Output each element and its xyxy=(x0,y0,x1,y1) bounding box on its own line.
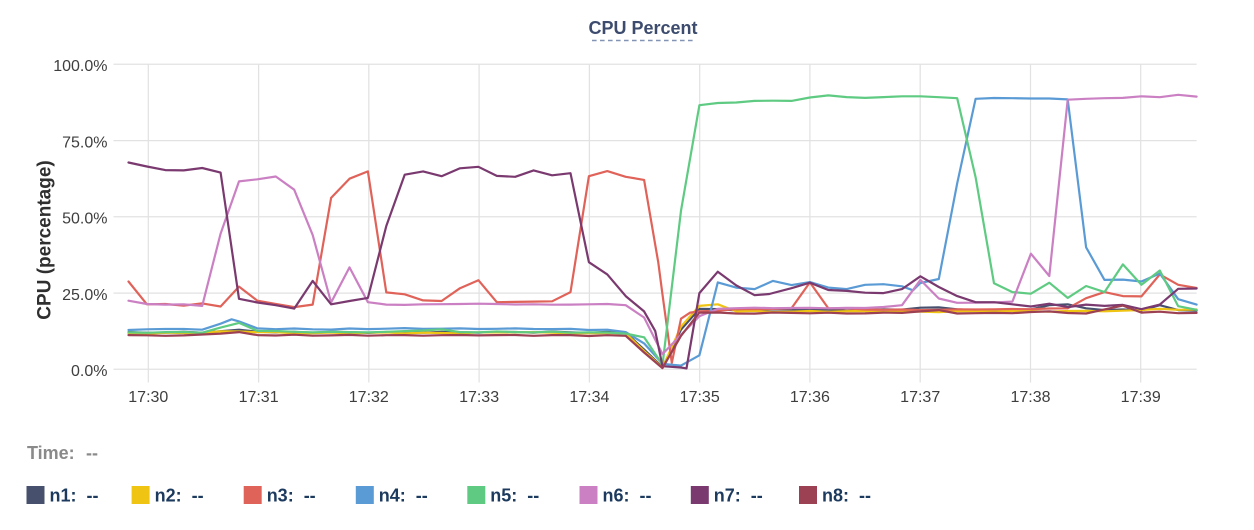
svg-text:17:31: 17:31 xyxy=(239,389,279,406)
svg-text:n4:: n4: xyxy=(379,486,406,506)
svg-text:Time:: Time: xyxy=(27,443,75,463)
svg-text:--: -- xyxy=(751,486,763,506)
svg-text:17:34: 17:34 xyxy=(569,389,609,406)
svg-text:--: -- xyxy=(86,443,98,463)
svg-text:--: -- xyxy=(640,486,652,506)
svg-text:n6:: n6: xyxy=(603,486,630,506)
svg-text:17:33: 17:33 xyxy=(459,389,499,406)
svg-text:17:36: 17:36 xyxy=(790,389,830,406)
svg-text:CPU (percentage): CPU (percentage) xyxy=(35,160,56,319)
svg-text:100.0%: 100.0% xyxy=(53,58,107,75)
svg-text:--: -- xyxy=(304,486,316,506)
svg-text:--: -- xyxy=(859,486,871,506)
svg-text:--: -- xyxy=(527,486,539,506)
svg-text:n3:: n3: xyxy=(267,486,294,506)
svg-text:--: -- xyxy=(416,486,428,506)
svg-text:n2:: n2: xyxy=(155,486,182,506)
svg-text:CPU Percent: CPU Percent xyxy=(588,18,697,38)
svg-text:17:38: 17:38 xyxy=(1010,389,1050,406)
svg-text:17:37: 17:37 xyxy=(900,389,940,406)
svg-text:n5:: n5: xyxy=(490,486,517,506)
svg-text:--: -- xyxy=(87,486,99,506)
svg-text:25.0%: 25.0% xyxy=(62,287,107,304)
svg-text:17:39: 17:39 xyxy=(1121,389,1161,406)
svg-text:17:32: 17:32 xyxy=(349,389,389,406)
svg-text:n1:: n1: xyxy=(50,486,77,506)
svg-text:50.0%: 50.0% xyxy=(62,211,107,228)
svg-text:17:35: 17:35 xyxy=(680,389,720,406)
svg-text:--: -- xyxy=(192,486,204,506)
svg-text:n7:: n7: xyxy=(714,486,741,506)
svg-text:n8:: n8: xyxy=(822,486,849,506)
svg-text:75.0%: 75.0% xyxy=(62,134,107,151)
svg-text:0.0%: 0.0% xyxy=(71,363,107,380)
svg-text:17:30: 17:30 xyxy=(128,389,168,406)
